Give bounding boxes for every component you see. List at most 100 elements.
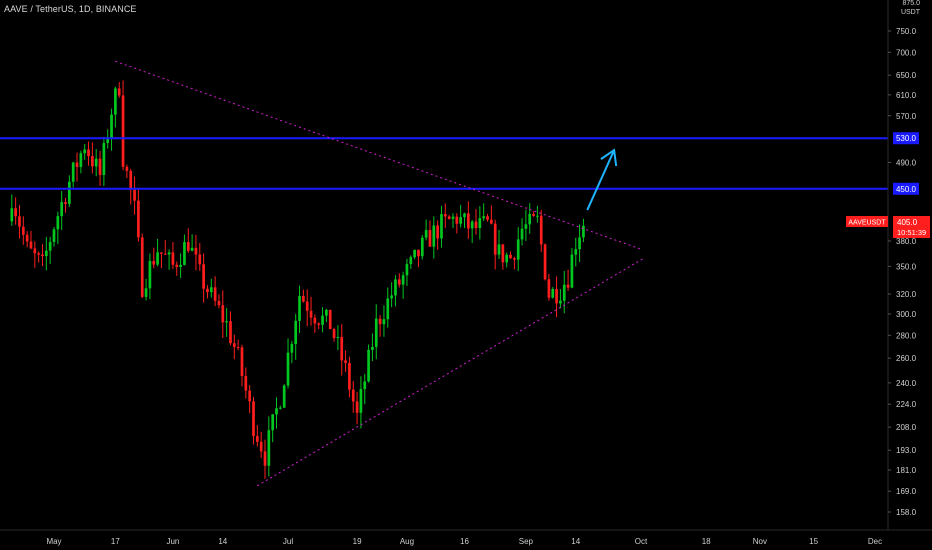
candle-up [440,214,443,239]
symbol-label: AAVE / TetherUS [4,4,74,14]
candle-up [102,143,106,175]
candle-up [505,254,509,263]
price-axis-background [888,0,932,550]
candles-layer [10,80,585,479]
candle-down [213,287,217,301]
candle-up [405,264,409,276]
candle-down [137,200,140,238]
candle-up [79,153,83,167]
candle-down [129,170,133,190]
price-tick-label: 700.0 [896,48,917,57]
candle-down [348,362,351,390]
time-tick-label: 16 [460,537,469,546]
price-tick-label: 280.0 [896,331,917,340]
candle-up [367,349,370,382]
candle-down [317,323,321,325]
candle-up [459,217,463,224]
candle-up [374,318,378,347]
candle-up [167,252,171,255]
time-tick-label: 19 [353,537,362,546]
candle-down [163,253,167,255]
candle-up [225,321,228,323]
price-tick-label: 380.0 [896,237,917,246]
candle-down [466,213,470,229]
price-axis-top-value: 875.0 [902,0,920,7]
candle-up [363,381,367,390]
candle-up [94,158,98,167]
candle-up [574,249,578,255]
candle-down [397,279,401,285]
time-axis[interactable]: May 17 Jun 14 Jul 19 Aug 16 Sep 14 Oct 18 Nov 15 Dec [0,529,932,546]
candle-down [555,289,558,304]
candle-down [486,216,489,220]
price-tick-label: 490.0 [896,158,917,167]
candle-down [171,252,175,265]
candle-up [359,389,363,413]
time-tick-label: 14 [218,537,227,546]
candle-up [183,242,186,265]
candle-down [25,234,29,242]
price-tick-label: 224.0 [896,400,917,409]
price-tick-label: 193.0 [896,446,917,455]
candle-down [175,264,179,267]
candle-up [68,181,71,204]
candle-down [240,347,244,376]
symbol-badge [846,216,888,227]
candle-up [386,298,390,320]
chart-header: AAVE / TetherUS, 1D, BINANCE [4,4,137,14]
candle-up [516,239,520,260]
level-price-label: 450.0 [896,185,917,194]
symbol-badge-label: AAVEUSDT [848,220,886,227]
candle-up [275,408,278,415]
candle-up [290,344,294,353]
time-tick-label: May [46,537,61,546]
price-tick-label: 610.0 [896,91,917,100]
candle-down [263,451,267,466]
candle-down [186,242,190,251]
price-axis[interactable]: 875.0 USDT 158.0 169.0 181.0 193.0 208.0 224.0 2… [846,0,932,550]
price-tick-label: 260.0 [896,354,917,363]
countdown-label: 10:51:39 [897,228,926,237]
drawings-layer [0,60,888,487]
exchange-label: BINANCE [95,4,137,14]
time-tick-label: Oct [635,537,648,546]
price-axis-currency: USDT [901,9,921,16]
candle-down [255,436,259,442]
time-tick-label: 14 [571,537,580,546]
candle-up [52,229,56,243]
candle-up [520,228,524,240]
header-separator: , [73,4,79,14]
candle-up [336,337,340,339]
candle-down [140,237,144,297]
time-tick-label: Sep [519,537,534,546]
candle-up [44,250,48,257]
candle-down [313,317,317,324]
candle-up [424,230,428,238]
candle-up [60,202,64,217]
candle-up [110,114,113,139]
candle-up [559,300,562,304]
candle-up [56,216,60,230]
candle-down [332,329,336,339]
candle-down [355,401,359,413]
candle-up [570,254,574,288]
candle-up [144,288,148,297]
candle-down [513,258,516,260]
trendline [115,60,642,250]
candle-down [340,337,344,361]
candle-up [156,252,159,265]
time-tick-label: Dec [868,537,882,546]
candle-up [71,162,75,182]
interval-label: 1D [78,4,91,14]
candle-down [259,441,263,452]
candle-up [294,320,298,345]
candle-down [75,162,79,167]
candle-up [83,149,87,154]
candle-down [501,244,505,263]
candle-down [509,254,512,259]
candle-down [14,208,17,217]
candle-up [413,249,416,258]
candle-up [371,346,374,350]
candle-down [229,321,232,344]
